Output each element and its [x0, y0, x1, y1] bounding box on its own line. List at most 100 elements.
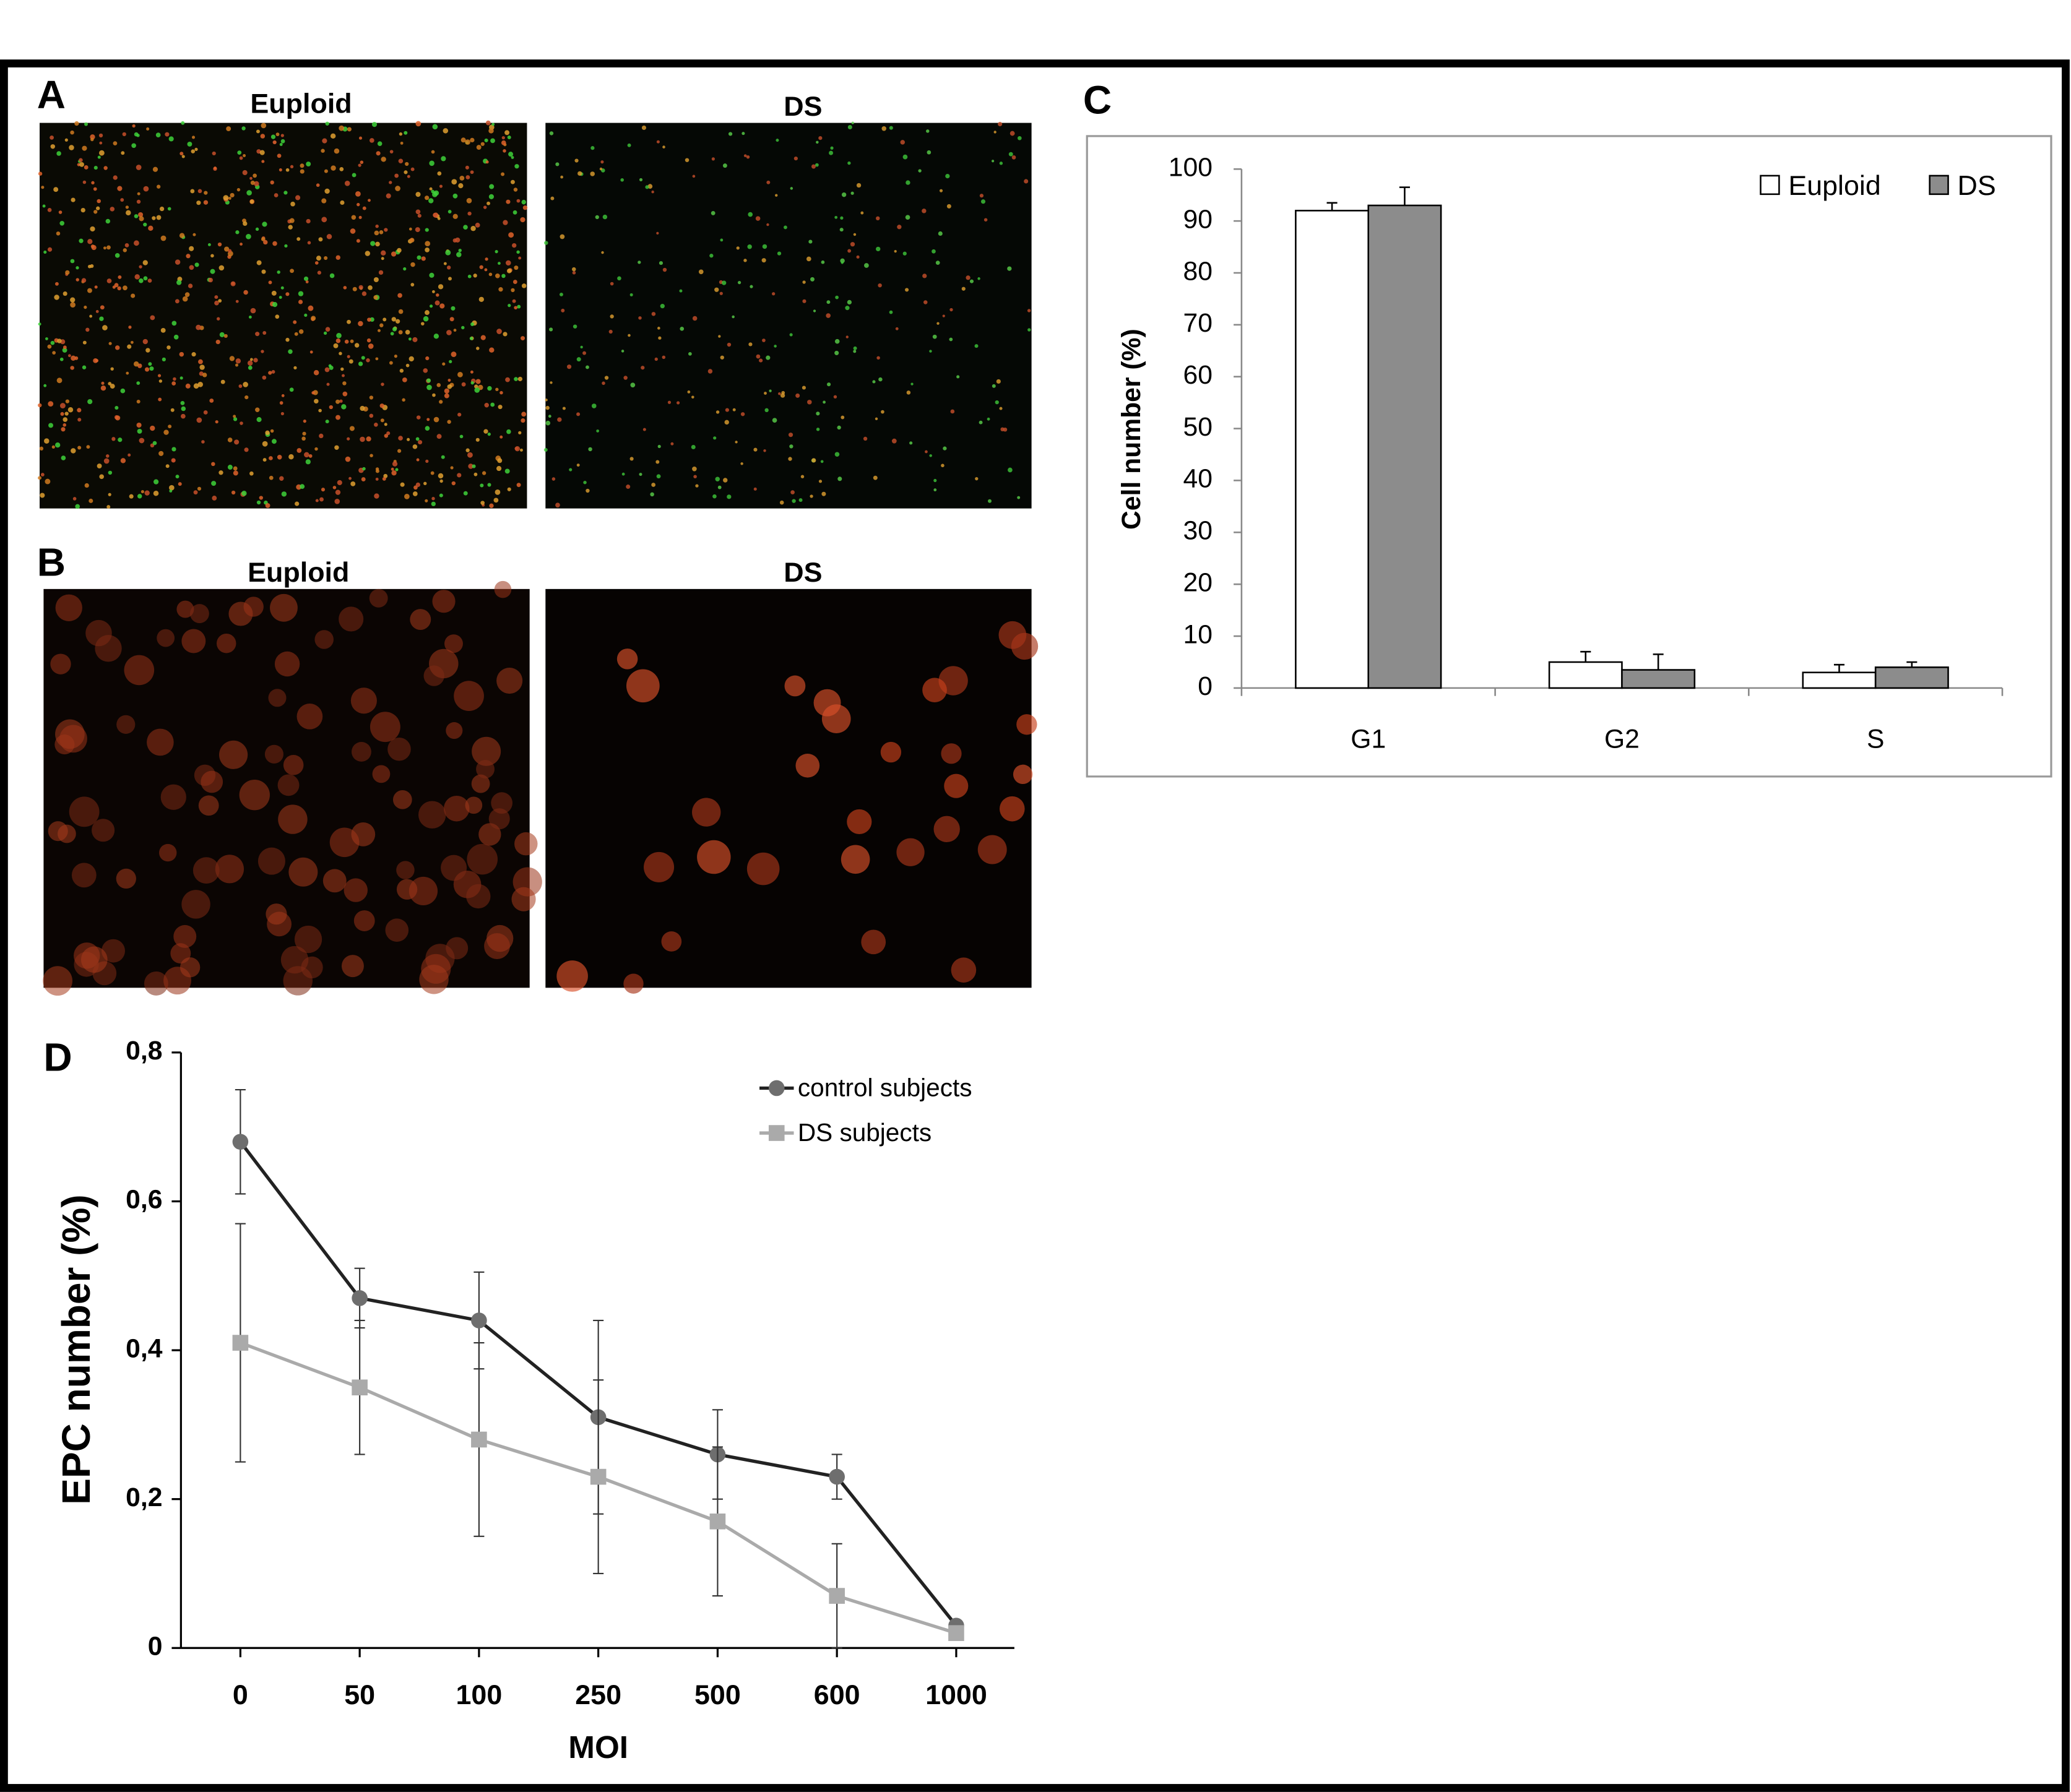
cell-dot: [120, 458, 126, 463]
cell-dot: [488, 194, 495, 199]
cell-dot: [341, 404, 347, 410]
cell-dot: [417, 213, 422, 218]
cell-dot: [676, 401, 680, 405]
cell-dot: [47, 247, 53, 252]
cell-dot: [409, 356, 414, 362]
cell-dot: [175, 259, 181, 265]
cell-dot: [550, 381, 553, 384]
cell-dot: [999, 407, 1003, 410]
cell-dot: [756, 354, 761, 359]
cell-dot: [305, 459, 311, 465]
cell-dot: [400, 141, 404, 145]
cell-dot: [501, 136, 505, 140]
cell-dot: [815, 163, 819, 167]
cell-dot: [375, 241, 380, 247]
cell-dot: [841, 415, 845, 420]
cell-dot: [834, 350, 839, 355]
cell-dot: [463, 491, 468, 496]
cell-dot: [248, 365, 253, 370]
cell-dot: [87, 399, 93, 405]
cell-dot: [377, 141, 383, 146]
cell-dot: [50, 653, 71, 674]
cell-dot: [70, 302, 76, 308]
cell-dot: [176, 600, 194, 618]
cell-dot: [102, 939, 125, 963]
cell-dot: [230, 281, 236, 286]
cell-dot: [38, 476, 42, 480]
cell-dot: [512, 243, 517, 248]
cell-dot: [423, 368, 428, 373]
cell-dot: [294, 332, 298, 336]
cell-dot: [476, 760, 495, 778]
cell-dot: [894, 250, 897, 253]
cell-dot: [876, 216, 880, 221]
cell-dot: [402, 377, 407, 382]
cell-dot: [423, 665, 444, 686]
cell-dot: [147, 278, 152, 283]
cell-dot: [574, 158, 579, 163]
cell-dot: [134, 214, 139, 218]
cell-dot: [324, 367, 330, 373]
cell-dot: [233, 470, 238, 476]
cell-dot: [494, 580, 512, 598]
cell-dot: [350, 339, 354, 343]
cell-dot: [181, 629, 206, 653]
cell-dot: [262, 331, 267, 335]
cell-dot: [405, 330, 410, 335]
cell-dot: [395, 186, 400, 191]
cell-dot: [688, 352, 692, 356]
cell-dot: [1024, 179, 1029, 184]
cell-dot: [381, 157, 386, 162]
cell-dot: [398, 436, 403, 441]
cell-dot: [495, 387, 499, 392]
cell-dot: [186, 254, 191, 259]
cell-dot: [480, 483, 484, 488]
cell-dot: [319, 433, 324, 439]
cell-dot: [196, 200, 201, 205]
cell-dot: [408, 337, 412, 341]
cell-dot: [212, 496, 217, 501]
cell-dot: [447, 379, 451, 382]
cell-dot: [510, 179, 515, 184]
cell-dot: [602, 214, 608, 220]
image-title: Euploid: [248, 557, 349, 588]
cell-dot: [691, 444, 696, 450]
cell-dot: [347, 355, 350, 358]
cell-dot: [241, 491, 247, 496]
panel-label: B: [37, 540, 66, 584]
cell-dot: [446, 722, 463, 739]
cell-dot: [298, 299, 303, 304]
cell-dot: [856, 183, 862, 188]
cell-dot: [506, 429, 511, 434]
cell-dot: [361, 291, 367, 296]
cell-dot: [288, 857, 318, 887]
x-tick-label: 0: [233, 1679, 248, 1710]
cell-dot: [358, 285, 363, 290]
cell-dot: [576, 463, 580, 467]
cell-dot: [932, 334, 937, 339]
cell-dot: [626, 669, 660, 703]
cell-dot: [551, 477, 556, 481]
cell-dot: [144, 367, 150, 372]
cell-dot: [157, 374, 162, 377]
cell-dot: [784, 225, 787, 230]
cell-dot: [457, 413, 462, 417]
cell-dot: [654, 357, 658, 361]
cell-dot: [302, 431, 306, 436]
cell-dot: [373, 295, 378, 300]
cell-dot: [69, 145, 74, 150]
cell-dot: [212, 151, 216, 156]
bar: [1295, 210, 1370, 689]
cell-dot: [506, 199, 511, 204]
cell-dot: [115, 405, 119, 410]
cell-dot: [720, 238, 724, 242]
cell-dot: [430, 471, 435, 475]
cell-dot: [764, 408, 769, 413]
legend-swatch: [1929, 174, 1949, 196]
cell-dot: [460, 137, 466, 143]
cell-dot: [741, 132, 745, 136]
cell-dot: [243, 290, 248, 295]
cell-dot: [50, 340, 55, 345]
cell-dot: [290, 165, 294, 168]
cell-dot: [110, 207, 115, 212]
